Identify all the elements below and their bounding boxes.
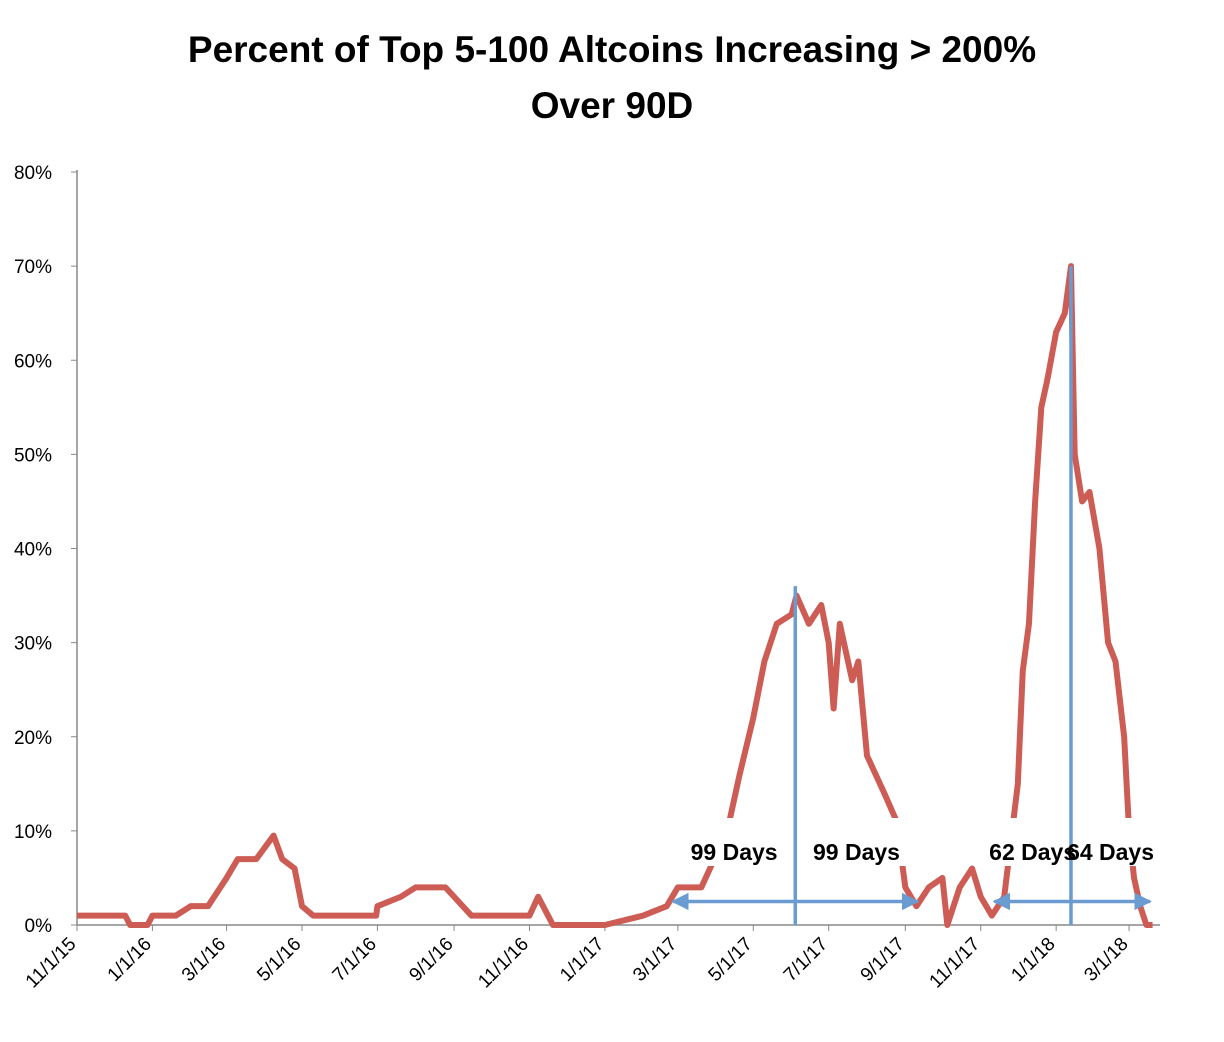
x-tick-label: 5/1/16 (253, 934, 305, 986)
y-tick-label: 40% (14, 540, 52, 561)
annotation-label: 99 Days (813, 839, 900, 865)
chart-title: Percent of Top 5-100 Altcoins Increasing… (188, 29, 1036, 70)
annotation-bg (1002, 818, 1063, 866)
y-tick-label: 30% (14, 634, 52, 655)
x-tick-label: 11/1/15 (22, 934, 81, 993)
chart-subtitle: Over 90D (531, 85, 694, 126)
x-tick-label: 7/1/16 (329, 934, 381, 986)
x-tick-label: 3/1/18 (1080, 934, 1132, 986)
x-tick-label: 11/1/16 (474, 934, 533, 993)
annotation-bg (680, 818, 788, 866)
x-tick-label: 3/1/16 (178, 934, 230, 986)
x-tick-label: 11/1/17 (926, 934, 985, 993)
x-tick-label: 9/1/16 (405, 934, 457, 986)
y-tick-label: 10% (14, 822, 52, 843)
x-tick-label: 7/1/17 (780, 934, 832, 986)
x-tick-label: 1/1/17 (556, 934, 608, 986)
data-line (77, 263, 1153, 928)
y-tick-label: 0% (25, 916, 53, 937)
annotation-bg (1078, 818, 1143, 866)
x-tick-label: 3/1/17 (629, 934, 681, 986)
y-tick-label: 60% (14, 351, 52, 372)
x-tick-label: 1/1/18 (1007, 934, 1059, 986)
x-tick-label: 5/1/17 (705, 934, 757, 986)
x-tick-label: 1/1/16 (104, 934, 156, 986)
y-tick-label: 20% (14, 728, 52, 749)
annotation-label: 99 Days (691, 839, 778, 865)
annotation-bg (803, 818, 910, 866)
annotation-label: 64 Days (1067, 839, 1154, 865)
y-tick-label: 70% (14, 257, 52, 278)
y-tick-label: 50% (14, 445, 52, 466)
annotation-label: 62 Days (989, 839, 1076, 865)
y-tick-label: 80% (14, 163, 52, 184)
x-tick-label: 9/1/17 (857, 934, 909, 986)
